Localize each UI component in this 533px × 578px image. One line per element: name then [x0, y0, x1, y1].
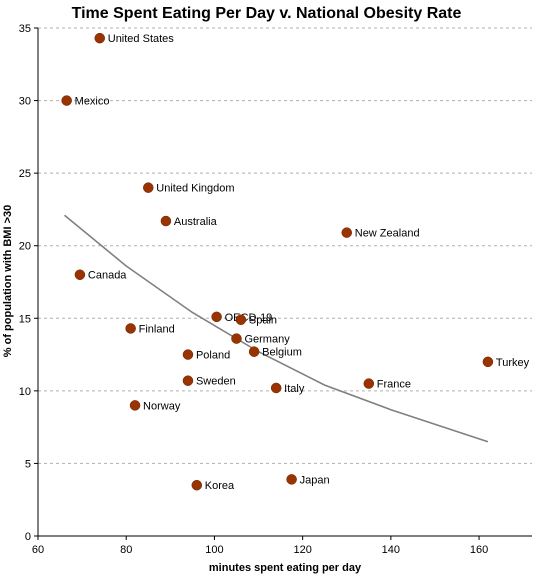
- data-point: [211, 311, 222, 323]
- data-point: [125, 323, 136, 334]
- y-tick-label: 30: [19, 96, 31, 108]
- point-label: Finland: [139, 323, 175, 335]
- x-tick-label: 160: [470, 544, 488, 556]
- x-tick-label: 140: [382, 544, 400, 556]
- point-label: Japan: [300, 474, 330, 486]
- data-point: [74, 269, 86, 280]
- data-points: United States Mexico United Kingdom Austral…: [61, 32, 530, 492]
- point-label: Canada: [88, 270, 127, 282]
- x-tick-label: 60: [32, 544, 44, 556]
- x-tick-label: 80: [120, 544, 132, 556]
- y-tick-label: 0: [25, 531, 31, 543]
- data-point: [248, 346, 260, 357]
- point-label: United States: [108, 33, 175, 45]
- point-label: Korea: [205, 480, 235, 492]
- y-tick-label: 35: [19, 23, 31, 35]
- y-tick-label: 15: [19, 313, 31, 325]
- data-point: [270, 382, 282, 394]
- data-point: [191, 479, 203, 491]
- point-label: Mexico: [75, 96, 110, 108]
- point-label: Spain: [249, 315, 277, 327]
- data-point: [94, 32, 105, 44]
- gridlines: [38, 27, 532, 464]
- x-axis-label: minutes spent eating per day: [208, 562, 362, 574]
- point-label: France: [377, 379, 411, 391]
- point-label: United Kingdom: [156, 183, 234, 195]
- data-point: [129, 400, 141, 411]
- point-label: Sweden: [196, 376, 236, 388]
- data-point: [61, 95, 72, 106]
- data-point: [160, 215, 172, 227]
- data-point: [482, 356, 494, 368]
- data-point: [143, 182, 154, 193]
- point-label: Norway: [143, 400, 181, 412]
- point-label: Belgium: [262, 347, 302, 359]
- data-point: [286, 474, 297, 485]
- point-label: New Zealand: [355, 228, 420, 240]
- x-tick-label: 120: [293, 544, 311, 556]
- data-point: [231, 333, 242, 344]
- data-point: [363, 378, 375, 389]
- axes: 0 5 10 15 20 25 30 35 60 80 100 120 140 160: [19, 23, 532, 556]
- point-label: Turkey: [496, 357, 530, 369]
- y-tick-label: 20: [19, 241, 31, 253]
- x-tick-label: 100: [205, 544, 223, 556]
- y-tick-label: 5: [25, 458, 31, 470]
- y-tick-label: 25: [19, 168, 31, 180]
- point-label: Germany: [244, 334, 290, 346]
- y-axis-label: % of population with BMI >30: [2, 204, 14, 358]
- data-point: [341, 227, 352, 238]
- data-point: [182, 375, 194, 386]
- point-label: Australia: [174, 216, 218, 228]
- y-tick-label: 10: [19, 386, 31, 398]
- chart-title: Time Spent Eating Per Day v. National Ob…: [71, 5, 462, 22]
- data-point: [235, 314, 247, 325]
- point-label: Poland: [196, 350, 230, 362]
- point-label: Italy: [284, 383, 305, 395]
- data-point: [182, 349, 194, 360]
